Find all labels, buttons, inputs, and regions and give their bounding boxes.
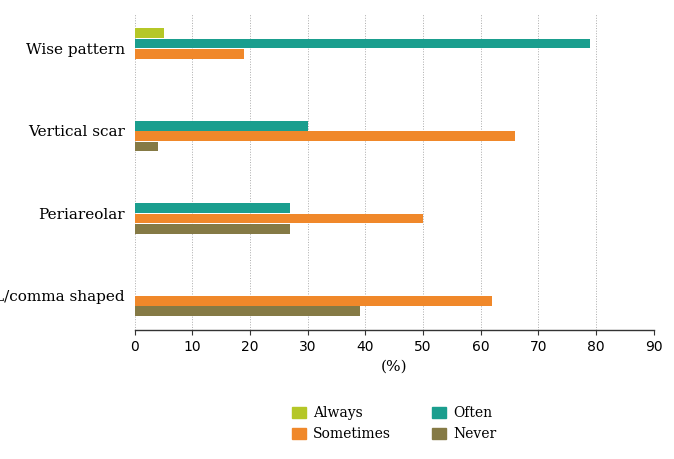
Bar <box>135 121 308 131</box>
Bar <box>135 141 158 151</box>
Bar <box>135 224 290 234</box>
Bar <box>135 49 245 59</box>
Bar <box>135 296 492 306</box>
Legend: Always, Sometimes, Often, Never: Always, Sometimes, Often, Never <box>286 401 502 447</box>
X-axis label: (%): (%) <box>381 360 408 374</box>
Bar <box>135 28 164 38</box>
Bar <box>135 213 423 224</box>
Bar <box>135 39 590 48</box>
Bar <box>135 306 360 316</box>
Bar <box>135 131 516 141</box>
Bar <box>135 203 290 213</box>
